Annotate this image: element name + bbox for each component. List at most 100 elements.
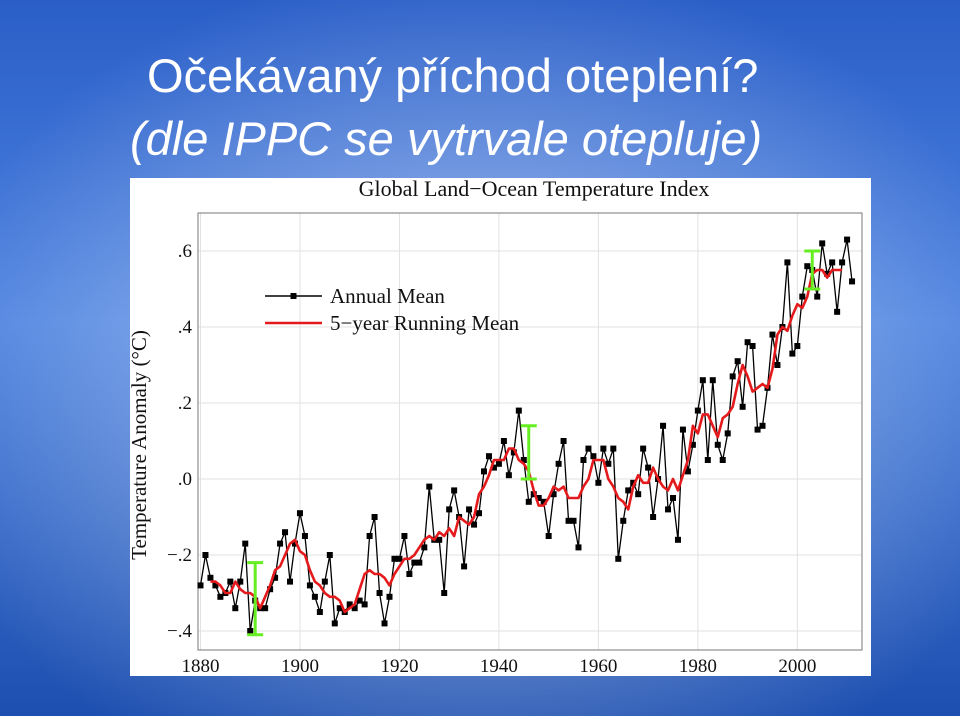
data-point (849, 278, 856, 285)
x-tick-label: 1920 (380, 656, 418, 677)
data-point (436, 536, 443, 543)
data-point (769, 331, 776, 338)
data-point (451, 487, 458, 494)
data-point (804, 263, 811, 270)
data-point (824, 270, 831, 277)
data-point (361, 601, 368, 608)
data-point (331, 620, 338, 627)
data-point (744, 339, 751, 346)
data-point (789, 350, 796, 357)
data-point (396, 555, 403, 562)
data-point (471, 521, 478, 528)
data-point (660, 422, 667, 429)
data-point (505, 472, 512, 479)
uncertainty-bar (804, 249, 821, 291)
data-point (426, 483, 433, 490)
data-point (799, 293, 806, 300)
data-point (376, 590, 383, 596)
data-point (560, 438, 567, 444)
series-line (210, 268, 843, 614)
data-point (326, 552, 333, 558)
x-tick-label: 1940 (480, 656, 518, 677)
data-point (485, 453, 492, 460)
data-point (495, 460, 502, 467)
data-point (630, 479, 637, 486)
legend-marker (290, 293, 297, 299)
data-point (729, 373, 736, 380)
data-point (605, 460, 612, 467)
data-point (520, 457, 527, 463)
data-point (406, 571, 413, 577)
data-point (525, 498, 532, 505)
data-point (267, 586, 274, 593)
data-point (635, 491, 642, 498)
data-point (262, 605, 269, 612)
data-point (421, 544, 428, 551)
data-point (555, 460, 562, 467)
data-point (416, 559, 423, 566)
data-point (202, 552, 209, 558)
data-point (282, 529, 289, 536)
data-point (669, 495, 676, 501)
data-point (356, 597, 363, 604)
data-point (665, 506, 672, 513)
data-point (684, 468, 691, 475)
data-point (754, 426, 761, 433)
data-point (242, 540, 249, 547)
y-tick-label: −.4 (167, 621, 192, 642)
data-point (565, 517, 572, 524)
data-point (545, 533, 552, 539)
data-point (834, 308, 841, 315)
series-line (199, 238, 853, 632)
data-point (694, 407, 701, 414)
y-tick-label: .2 (178, 393, 192, 414)
data-point (739, 403, 746, 410)
data-point (232, 605, 239, 612)
data-point (844, 236, 851, 243)
data-point (346, 601, 353, 608)
data-point (620, 517, 627, 524)
data-point (819, 240, 826, 247)
data-point (272, 574, 279, 581)
data-point (575, 544, 582, 551)
y-tick-label: .0 (178, 469, 192, 490)
data-point (794, 343, 801, 349)
data-point (296, 510, 303, 517)
data-point (699, 377, 706, 384)
slide-title: Očekávaný příchod oteplení? (147, 49, 758, 102)
data-point (650, 514, 657, 520)
data-point (550, 491, 557, 498)
data-point (615, 555, 622, 562)
y-tick-label: −.2 (167, 545, 192, 566)
data-point (247, 628, 254, 634)
data-point (679, 426, 686, 433)
data-point (774, 362, 781, 368)
data-point (381, 620, 388, 627)
data-point (207, 574, 214, 581)
data-point (515, 407, 522, 414)
data-point (704, 457, 711, 463)
data-point (490, 464, 497, 471)
data-point (640, 445, 647, 452)
x-tick-label: 1960 (579, 656, 617, 677)
data-point (351, 605, 358, 612)
data-point (590, 453, 597, 460)
data-point (316, 609, 323, 615)
plot-frame (197, 212, 863, 651)
data-point (500, 438, 507, 444)
data-point (287, 578, 294, 585)
data-point (749, 343, 756, 349)
data-point (595, 479, 602, 486)
legend-label: Annual Mean (330, 284, 445, 308)
data-point (446, 506, 453, 513)
data-point (734, 358, 741, 365)
data-point (610, 445, 617, 452)
x-tick-label: 2000 (778, 656, 816, 677)
data-point (301, 533, 308, 539)
x-tick-label: 1900 (281, 656, 319, 677)
data-point (585, 445, 592, 452)
data-point (719, 457, 726, 463)
data-point (689, 441, 696, 448)
